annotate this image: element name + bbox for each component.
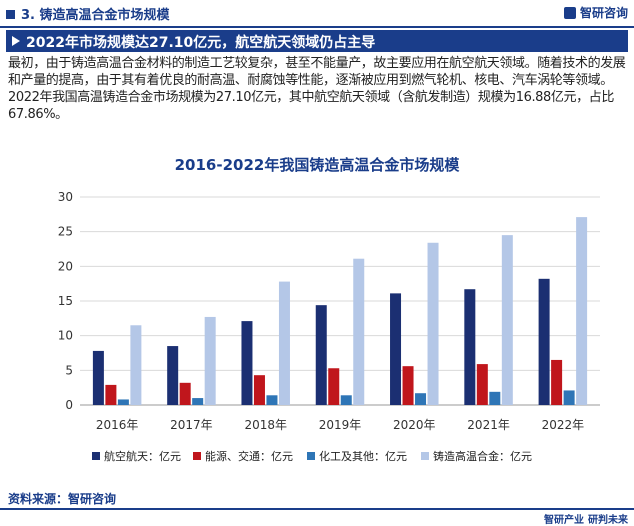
bar-aerospace (241, 321, 253, 405)
bar-energy-transport (179, 382, 191, 405)
legend-swatch (193, 452, 201, 460)
market-size-chart: 2016-2022年我国铸造高温合金市场规模 0 5 10 15 20 25 30 2016年 2… (58, 156, 600, 463)
y-tick-label: 25 (58, 225, 73, 239)
bar-chemical-other (340, 395, 352, 405)
bar-aerospace (464, 289, 476, 405)
y-tick-label: 20 (58, 259, 73, 273)
source-note: 资料来源：智研咨询 (8, 492, 117, 506)
square-icon (6, 10, 15, 19)
bar-chemical-other (489, 391, 501, 405)
intro-paragraph: 最初，由于铸造高温合金材料的制造工艺较复杂，甚至不能量产，故主要应用在航空航天领… (8, 56, 626, 122)
legend-label: 铸造高温合金：亿元 (433, 449, 532, 463)
footer-brand-2: 研判未来 (588, 515, 628, 526)
bar-total (130, 325, 142, 405)
legend-label: 能源、交通：亿元 (205, 449, 293, 463)
section-title-text: 3. 铸造高温合金市场规模 (21, 8, 170, 23)
bar-chemical-other (266, 395, 278, 405)
y-tick-label: 0 (65, 398, 73, 412)
footer-divider (0, 508, 634, 510)
section-title: 3. 铸造高温合金市场规模 (6, 4, 170, 23)
bar-energy-transport (328, 368, 340, 405)
bar-energy-transport (476, 364, 488, 405)
bar-total (204, 316, 216, 405)
legend-swatch (307, 452, 315, 460)
bar-total (278, 281, 290, 405)
x-tick-label: 2021年 (467, 418, 510, 432)
y-tick-label: 10 (58, 329, 73, 343)
x-tick-label: 2017年 (170, 418, 213, 432)
bar-aerospace (92, 350, 104, 405)
x-tick-label: 2019年 (319, 418, 362, 432)
headline-banner: 2022年市场规模达27.10亿元，航空航天领域仍占主导 (6, 30, 628, 52)
bar-total (576, 217, 588, 405)
top-header: 3. 铸造高温合金市场规模 智研咨询 (0, 0, 634, 28)
bar-aerospace (390, 293, 402, 405)
legend-label: 化工及其他：亿元 (319, 449, 407, 463)
bar-total (501, 235, 513, 405)
x-tick-label: 2020年 (393, 418, 436, 432)
chart-title: 2016-2022年我国铸造高温合金市场规模 (175, 156, 461, 174)
bar-aerospace (538, 278, 550, 405)
bar-aerospace (167, 346, 179, 405)
bar-total (353, 258, 365, 405)
legend-label: 航空航天：亿元 (104, 449, 181, 463)
y-tick-label: 5 (65, 363, 73, 377)
y-tick-label: 15 (58, 294, 73, 308)
brand-text: 智研咨询 (579, 6, 628, 20)
bar-chemical-other (415, 393, 427, 405)
legend-swatch (92, 452, 100, 460)
footer-brand: 智研产业 研判未来 (540, 511, 628, 526)
bar-energy-transport (253, 375, 265, 405)
y-tick-label: 30 (58, 190, 73, 204)
bar-chemical-other (192, 398, 204, 405)
footer-brand-1: 智研产业 (544, 515, 584, 526)
brand-logo: 智研咨询 (563, 4, 628, 21)
bar-aerospace (315, 305, 327, 405)
triangle-icon (12, 36, 20, 46)
bar-chemical-other (563, 390, 575, 405)
bar-energy-transport (551, 359, 563, 405)
bar-total (427, 242, 439, 405)
headline-text: 2022年市场规模达27.10亿元，航空航天领域仍占主导 (26, 35, 376, 51)
x-tick-label: 2018年 (244, 418, 287, 432)
bar-energy-transport (402, 366, 414, 405)
x-tick-label: 2016年 (96, 418, 139, 432)
logo-icon (563, 7, 576, 19)
legend-swatch (421, 452, 429, 460)
bar-energy-transport (105, 384, 117, 405)
bar-chemical-other (117, 399, 129, 405)
x-tick-label: 2022年 (542, 418, 585, 432)
